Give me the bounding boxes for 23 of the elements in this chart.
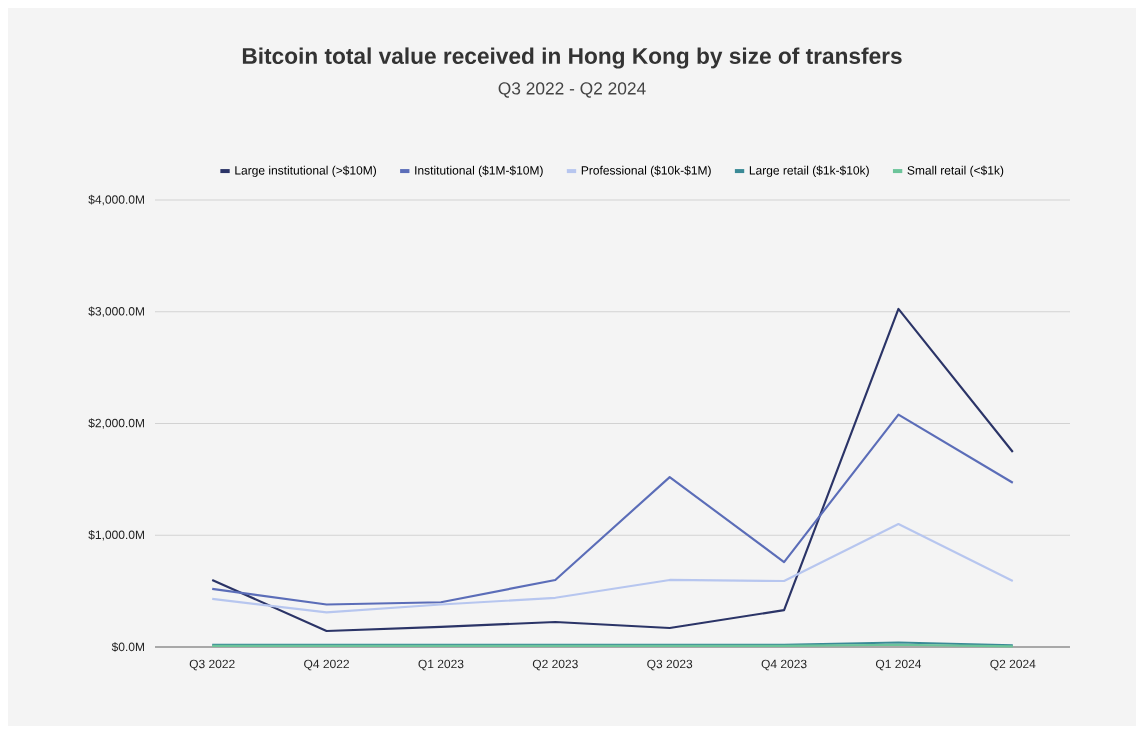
line-series xyxy=(211,307,1014,633)
legend-label: Large retail ($1k-$10k) xyxy=(749,165,869,177)
x-tick-label: Q3 2022 xyxy=(189,659,235,671)
line-series xyxy=(211,522,1014,614)
legend-label: Large institutional (>$10M) xyxy=(235,165,377,177)
legend-label: Professional ($10k-$1M) xyxy=(581,165,711,177)
x-tick-label: Q2 2023 xyxy=(532,659,578,671)
x-tick-label: Q4 2022 xyxy=(304,659,349,671)
legend-label: Institutional ($1M-$10M) xyxy=(415,165,543,177)
y-tick-label: $2,000.0M xyxy=(88,418,144,429)
legend-label: Small retail (<$1k) xyxy=(907,165,1004,177)
x-tick-label: Q1 2023 xyxy=(418,659,464,671)
line-series xyxy=(211,413,1014,606)
y-tick-label: $1,000.0M xyxy=(88,530,144,541)
chart-subtitle: Q3 2022 - Q2 2024 xyxy=(498,82,646,98)
x-tick-label: Q4 2023 xyxy=(761,659,807,671)
x-tick-label: Q1 2024 xyxy=(875,659,922,671)
y-tick-label: $4,000.0M xyxy=(88,194,144,206)
x-tick-label: Q3 2023 xyxy=(647,659,693,671)
chart-title: Bitcoin total value received in Hong Kong by size of transfers xyxy=(242,47,902,69)
x-tick-label: Q2 2024 xyxy=(990,659,1036,671)
y-tick-label: $3,000.0M xyxy=(88,306,144,317)
y-tick-label: $0.0M xyxy=(111,642,144,652)
